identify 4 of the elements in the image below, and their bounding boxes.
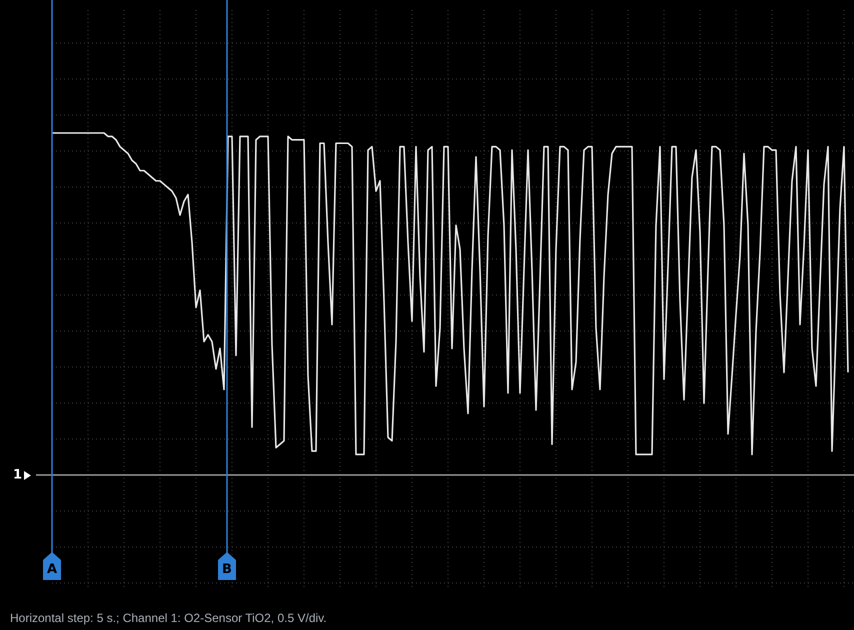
cursor-tag: B	[218, 552, 236, 580]
text: 1	[12, 467, 22, 482]
text: Horizontal step: 5 s.; Channel 1: O2-Sensor TiO2, 0.5 V/div.	[10, 611, 327, 625]
cursor-tag: A	[43, 552, 61, 580]
